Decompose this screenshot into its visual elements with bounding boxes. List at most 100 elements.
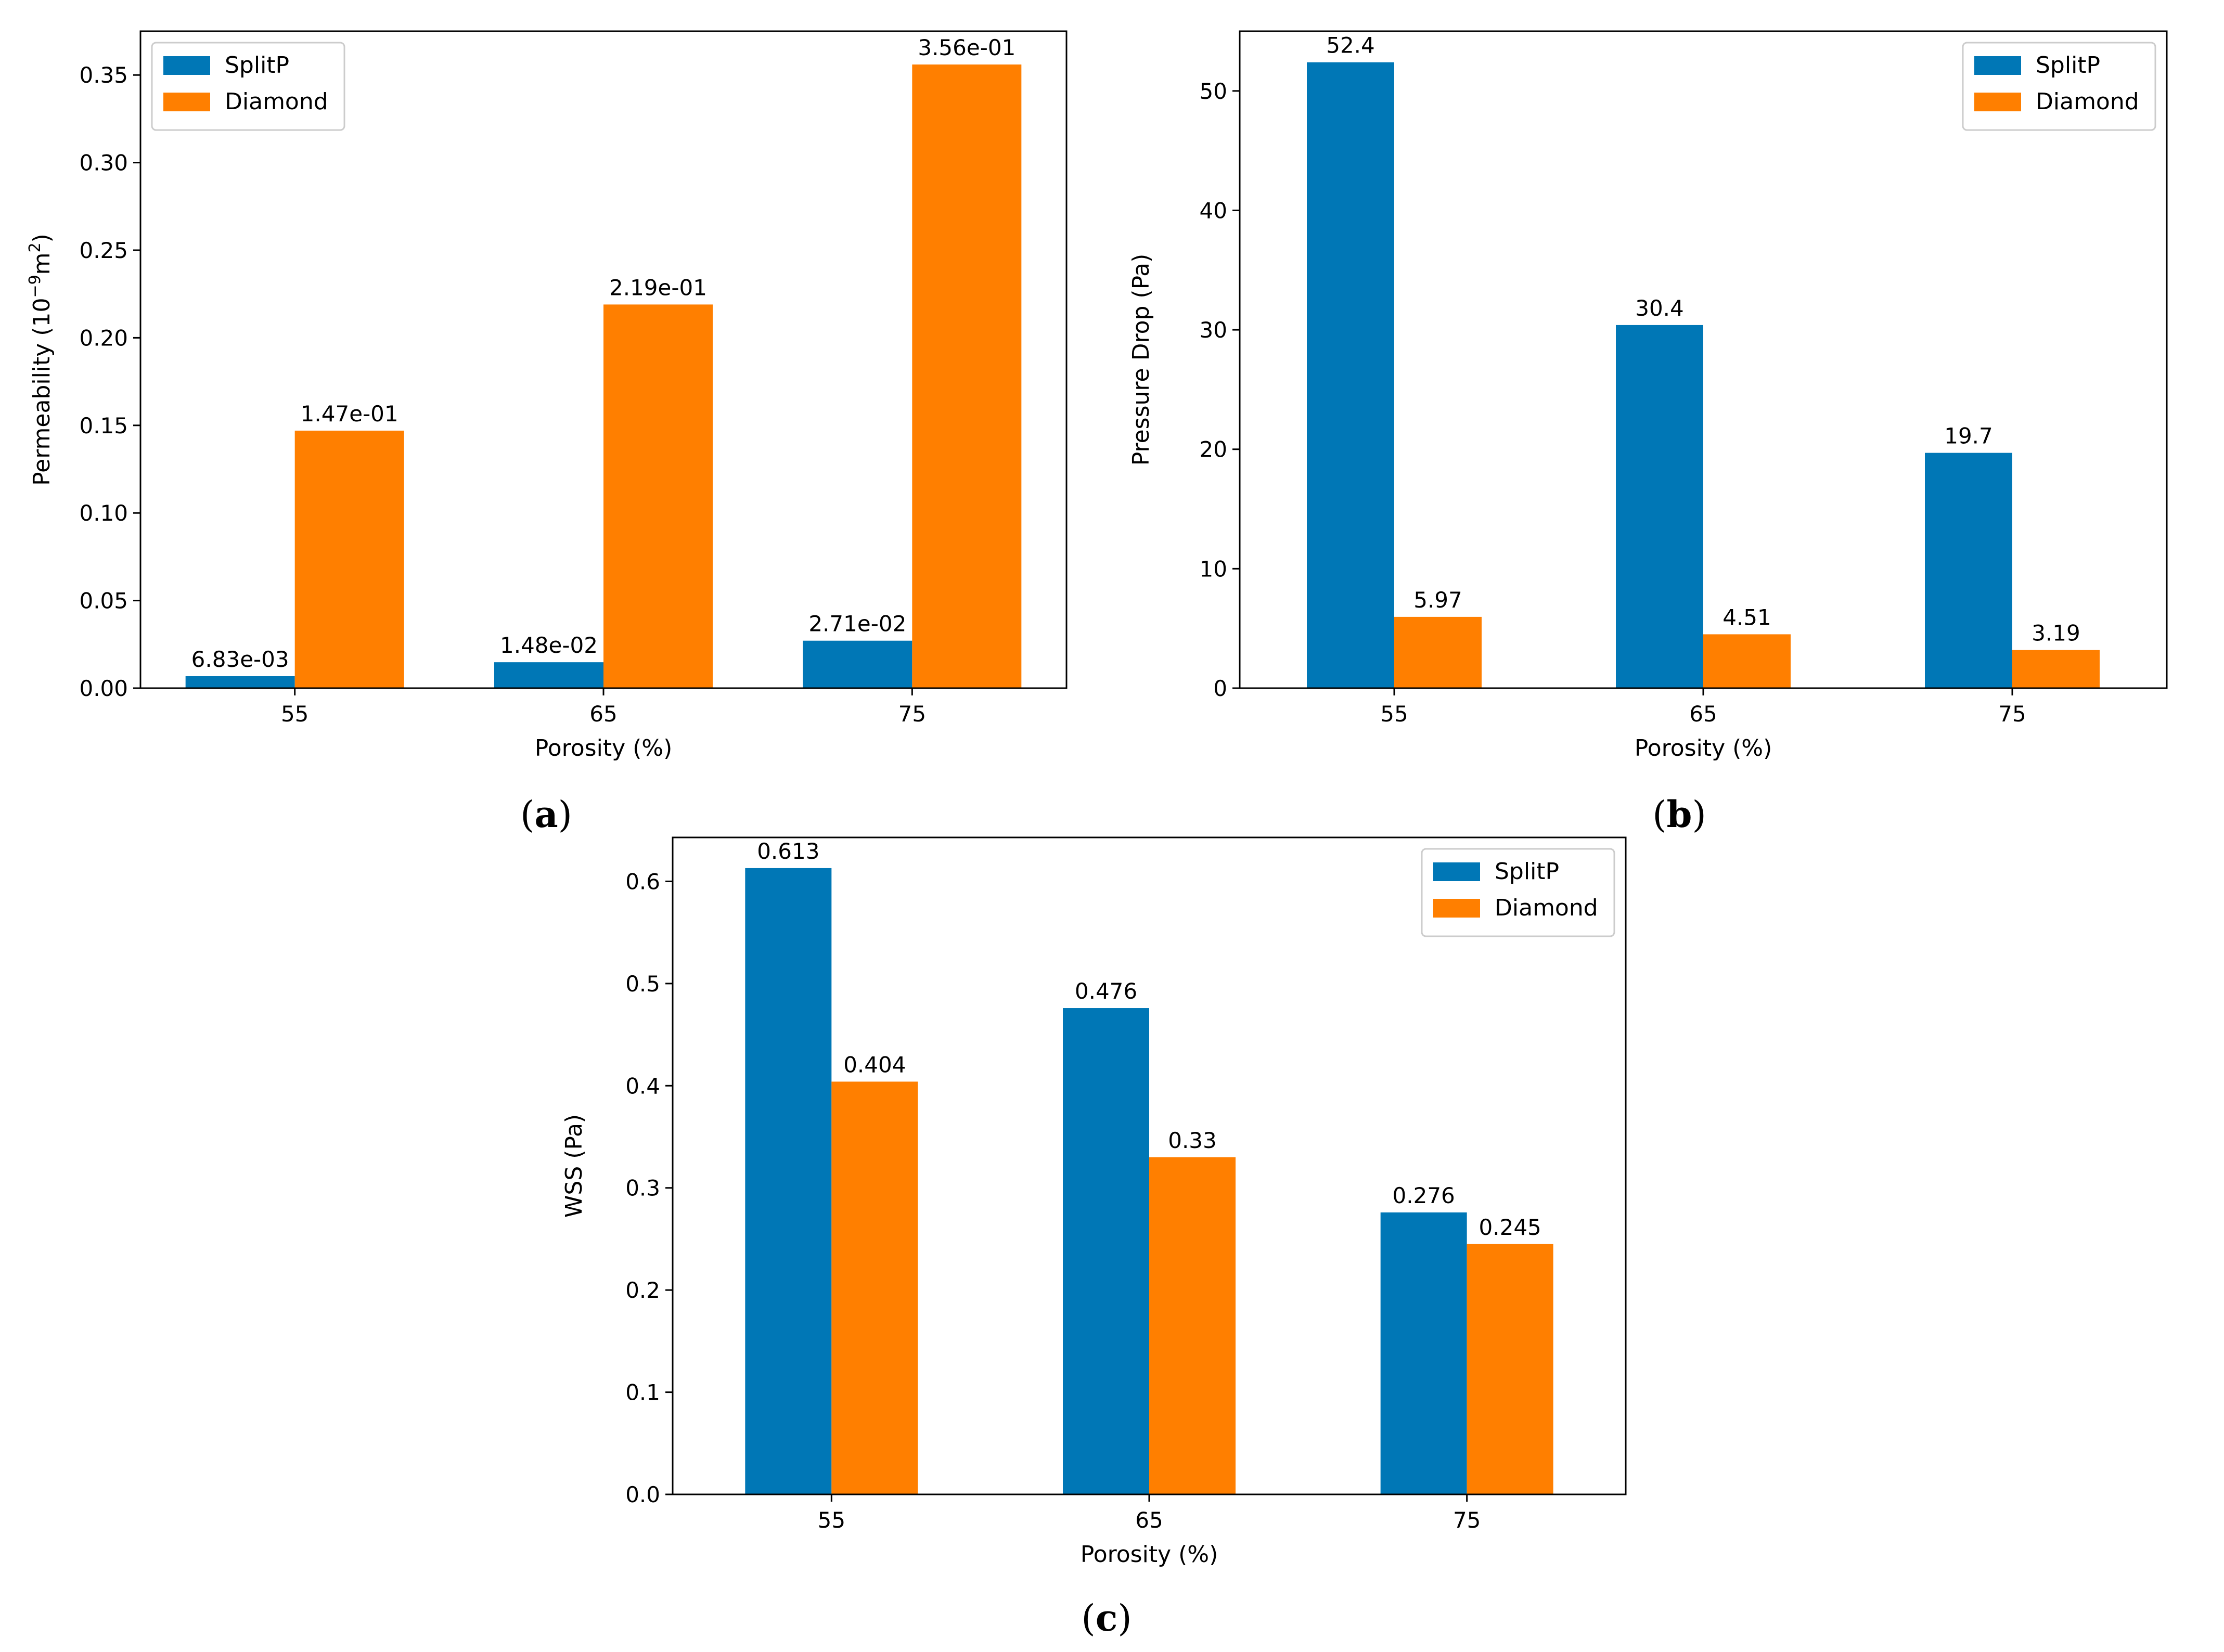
legend: SplitP Diamond	[151, 42, 345, 131]
caption-paren-open: (	[1081, 1597, 1095, 1640]
y-axis-label-end: )	[29, 234, 55, 242]
bar-diamond-75	[1467, 1244, 1553, 1494]
y-tick-label: 0.15	[79, 413, 128, 438]
chart-panel-c: 0.613 0.476 0.276 0.404 0.33 0.245 0.0 0.1 0.2 0.…	[561, 836, 1627, 1640]
bar-diamond-75	[912, 64, 1022, 689]
data-label-splitp-75: 0.276	[1393, 1183, 1455, 1208]
y-tick-label: 0.35	[79, 62, 128, 88]
legend: SplitP Diamond	[1421, 848, 1615, 937]
y-tick-label: 0.20	[79, 325, 128, 351]
data-label-diamond-75: 3.56e-01	[918, 35, 1015, 60]
bar-diamond-55	[831, 1081, 918, 1494]
legend-swatch-diamond	[1974, 93, 2021, 111]
bar-splitp-55	[745, 868, 832, 1494]
y-axis-label: WSS (Pa)	[561, 1114, 587, 1218]
y-axis-label-sup: −9	[26, 275, 44, 298]
bar-splitp-55	[185, 676, 295, 688]
y-tick-label: 0.25	[79, 238, 128, 263]
legend-swatch-splitp	[1974, 56, 2021, 75]
y-tick-label: 0.1	[625, 1380, 660, 1405]
bar-diamond-65	[1703, 634, 1791, 688]
caption-letter: b	[1667, 793, 1692, 836]
data-label-diamond-75: 3.19	[2032, 621, 2080, 646]
y-tick-label: 0.0	[625, 1482, 660, 1507]
bar-diamond-75	[2012, 650, 2100, 688]
legend-label-splitp: SplitP	[2036, 52, 2100, 79]
bar-splitp-75	[1380, 1212, 1467, 1494]
y-tick-label: 0.5	[625, 971, 660, 997]
legend: SplitP Diamond	[1962, 42, 2156, 131]
legend-swatch-splitp	[1433, 862, 1480, 881]
bar-splitp-65	[494, 662, 603, 688]
x-axis-label: Porosity (%)	[535, 735, 673, 762]
caption-paren-close: )	[1117, 1597, 1132, 1640]
y-tick-label: 0.00	[79, 676, 128, 701]
y-tick-label: 0.30	[79, 150, 128, 176]
legend-swatch-splitp	[163, 56, 210, 75]
data-label-splitp-75: 19.7	[1944, 423, 1993, 449]
bar-splitp-55	[1307, 62, 1394, 689]
data-label-diamond-65: 0.33	[1168, 1128, 1217, 1153]
legend-swatch-diamond	[163, 93, 210, 111]
x-tick-label: 75	[898, 701, 926, 727]
y-axis-label-main: WSS (Pa)	[561, 1114, 587, 1218]
chart-panel-b: 52.4 30.4 19.7 5.97 4.51 3.19 0 10 20 30 40 50 55 65 7…	[1128, 30, 2168, 836]
y-tick-label: 30	[1200, 317, 1227, 343]
data-label-splitp-55: 0.613	[757, 838, 819, 864]
panel-caption: (c)	[1081, 1596, 1132, 1640]
x-tick-label: 75	[1453, 1507, 1481, 1533]
bar-splitp-65	[1616, 325, 1703, 688]
bar-diamond-65	[1149, 1157, 1236, 1494]
x-tick-label: 75	[1998, 701, 2026, 727]
y-axis-label: Pressure Drop (Pa)	[1128, 254, 1154, 466]
y-tick-label: 50	[1200, 79, 1227, 104]
legend-label-splitp: SplitP	[1495, 858, 1559, 885]
y-tick-label: 0.4	[625, 1073, 660, 1099]
caption-letter: c	[1096, 1596, 1118, 1640]
y-axis-label-sup: 2	[26, 242, 44, 252]
bar-diamond-55	[294, 430, 404, 688]
y-tick-label: 0.6	[625, 869, 660, 894]
x-tick-label: 65	[1689, 701, 1717, 727]
caption-letter: a	[534, 793, 558, 836]
y-tick-label: 20	[1200, 437, 1227, 462]
caption-paren-close: )	[558, 793, 572, 836]
data-label-diamond-55: 5.97	[1413, 587, 1462, 613]
y-axis-label-mid: m	[29, 252, 55, 275]
data-label-splitp-55: 52.4	[1326, 33, 1375, 58]
panel-caption: (a)	[520, 793, 572, 836]
legend-label-diamond: Diamond	[1495, 895, 1598, 921]
data-label-splitp-65: 0.476	[1075, 978, 1137, 1004]
data-label-splitp-55: 6.83e-03	[191, 647, 289, 672]
y-axis-label-main: Pressure Drop (Pa)	[1128, 254, 1154, 466]
bar-diamond-65	[603, 304, 713, 688]
data-label-diamond-55: 0.404	[843, 1052, 906, 1077]
caption-paren-close: )	[1692, 793, 1706, 836]
x-tick-label: 65	[589, 701, 617, 727]
y-tick-label: 0.10	[79, 500, 128, 526]
data-label-splitp-75: 2.71e-02	[808, 611, 906, 637]
x-axis-label: Porosity (%)	[1635, 735, 1772, 762]
x-axis-label: Porosity (%)	[1081, 1541, 1218, 1568]
legend-label-diamond: Diamond	[2036, 88, 2139, 115]
bar-diamond-55	[1394, 616, 1482, 688]
panel-caption: (b)	[1652, 793, 1706, 836]
y-tick-label: 40	[1200, 198, 1227, 223]
x-tick-label: 55	[281, 701, 308, 727]
y-tick-label: 0.2	[625, 1277, 660, 1303]
data-label-diamond-55: 1.47e-01	[301, 401, 398, 427]
y-tick-label: 0.3	[625, 1176, 660, 1201]
caption-paren-open: (	[520, 793, 534, 836]
y-tick-label: 0.05	[79, 588, 128, 614]
y-tick-label: 10	[1200, 556, 1227, 582]
data-label-diamond-75: 0.245	[1479, 1215, 1541, 1240]
x-tick-label: 55	[818, 1507, 845, 1533]
bar-splitp-65	[1063, 1008, 1149, 1494]
bar-splitp-75	[803, 640, 912, 688]
legend-swatch-diamond	[1433, 899, 1480, 918]
chart-panel-a: 6.83e-03 1.48e-02 2.71e-02 1.47e-01 2.19e-01…	[26, 30, 1068, 836]
data-label-splitp-65: 30.4	[1635, 295, 1684, 321]
bar-splitp-75	[1925, 453, 2012, 688]
